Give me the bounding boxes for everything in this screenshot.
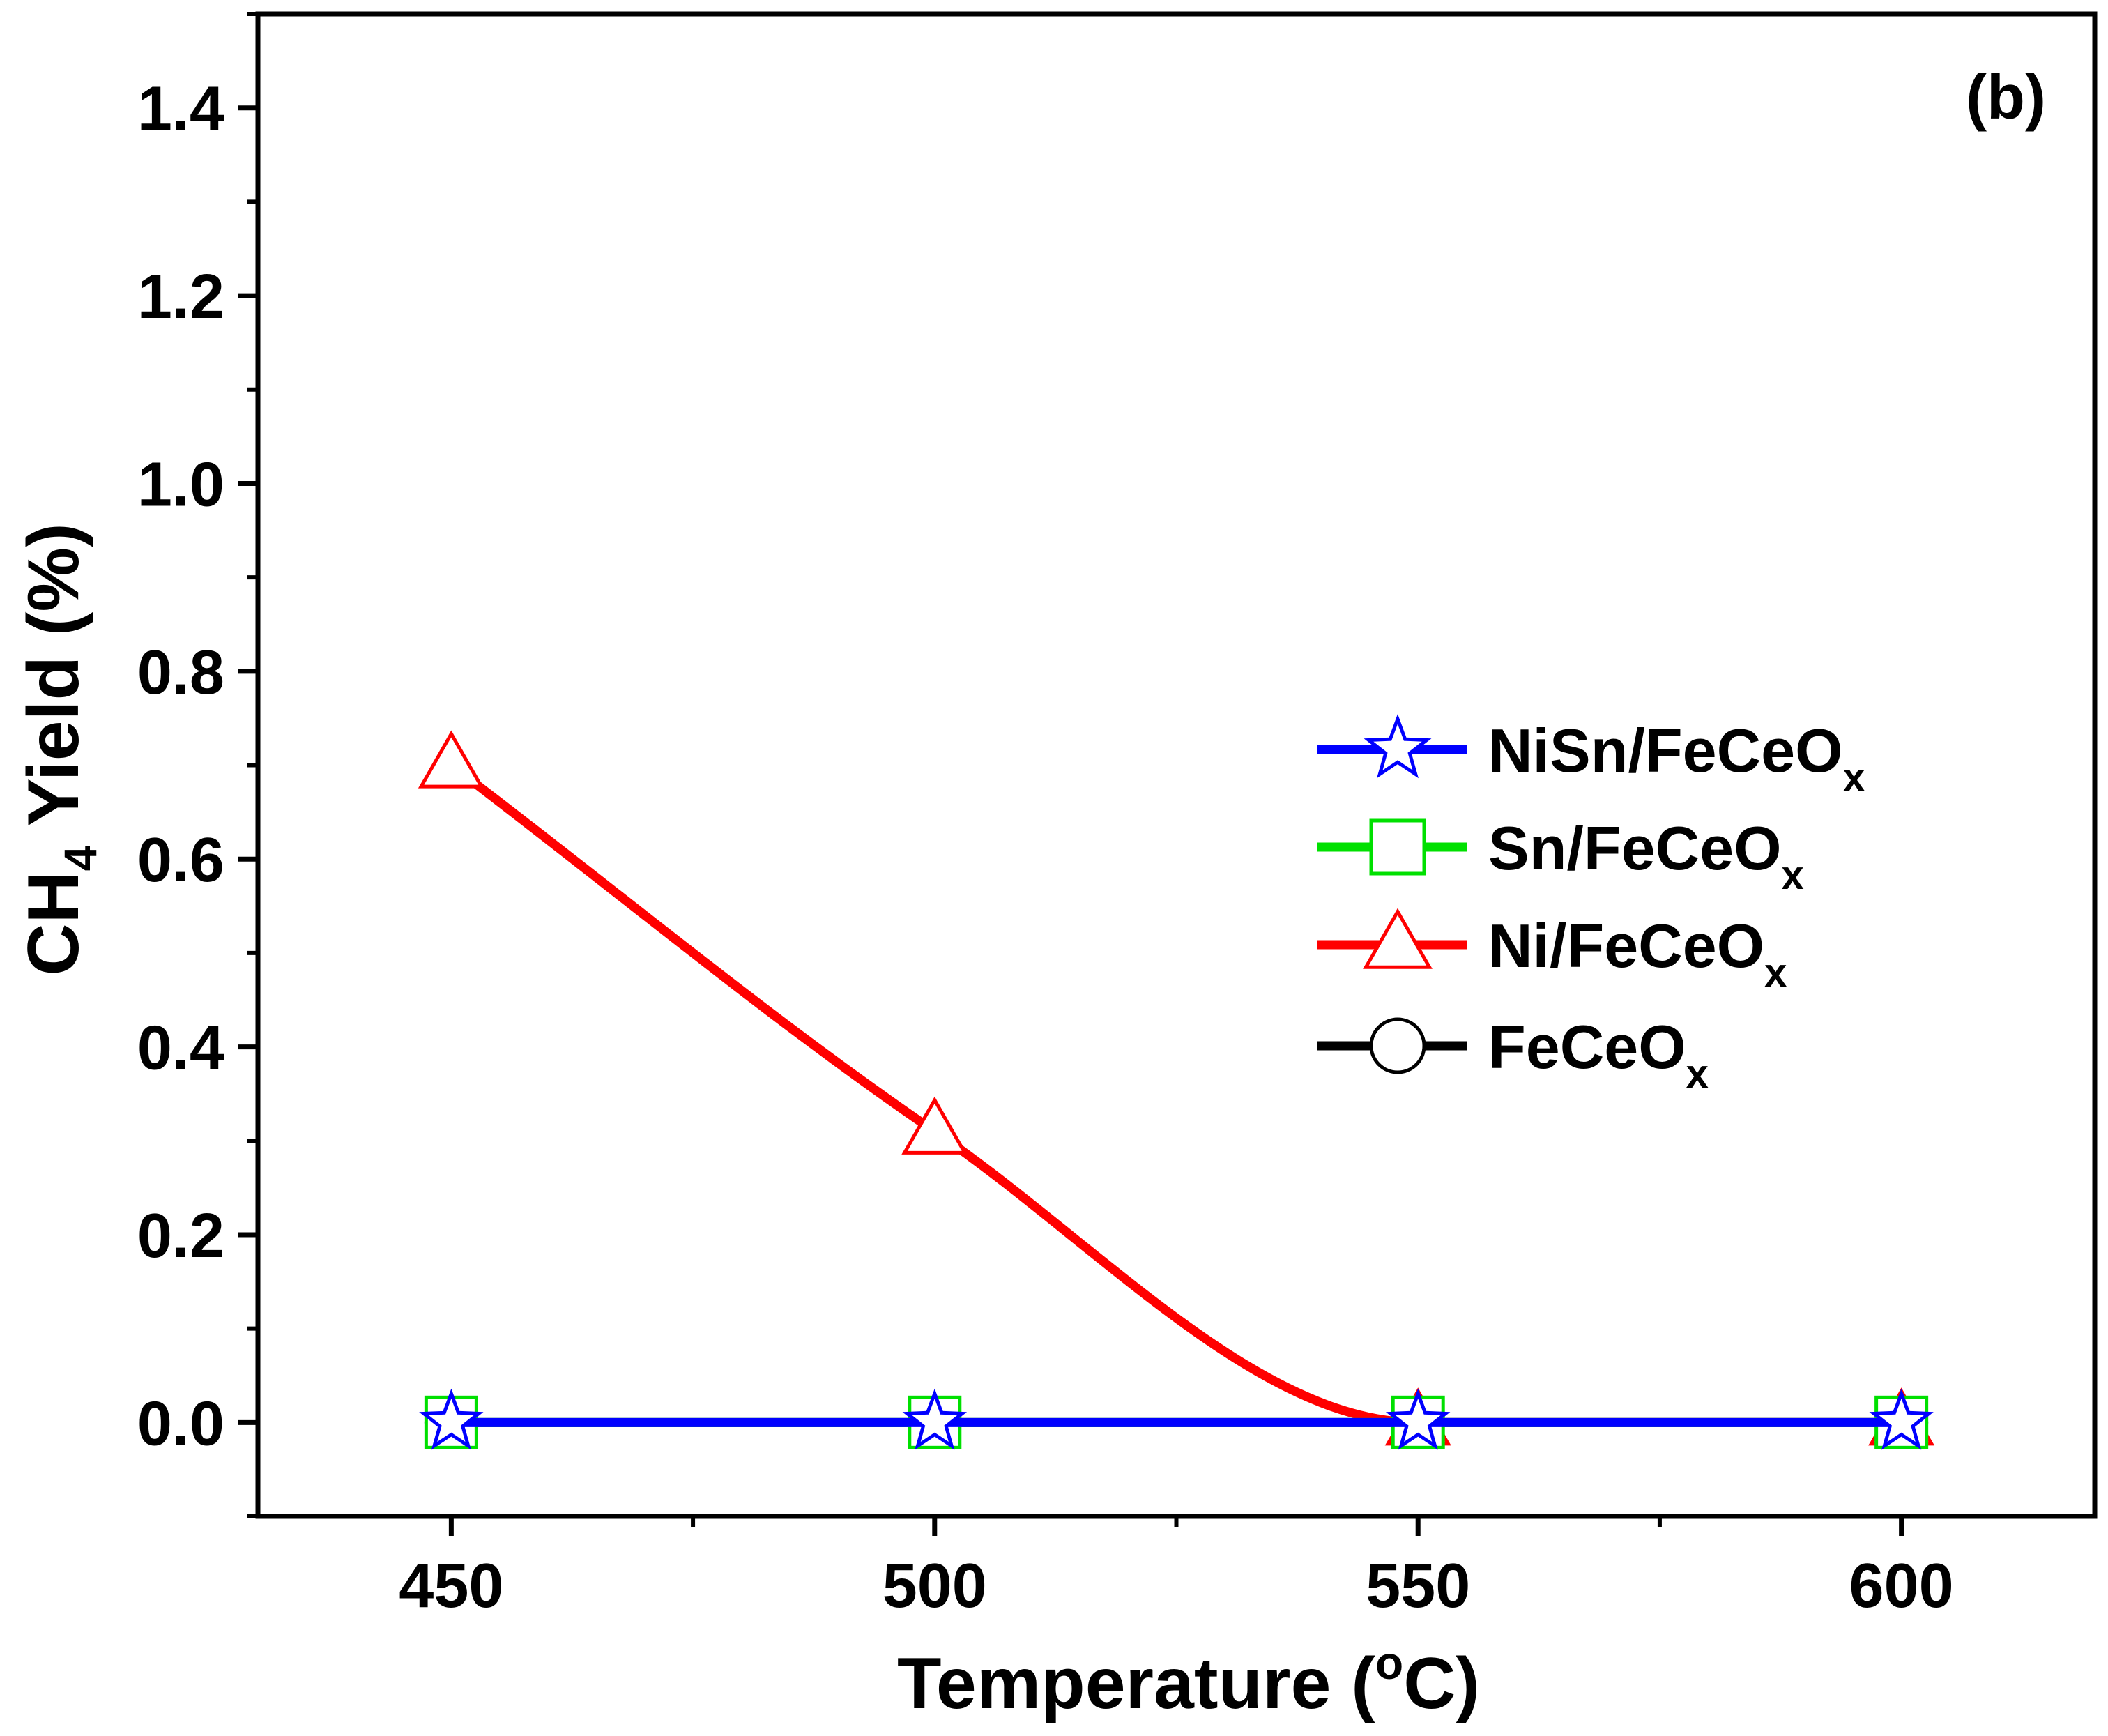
- y-axis-title-main: CH: [13, 871, 94, 975]
- y-tick-label: 1.2: [137, 262, 224, 332]
- series-star: [419, 1388, 1934, 1450]
- legend-marker-circle: [1369, 1017, 1426, 1074]
- y-tick-label: 1.0: [137, 450, 224, 519]
- y-axis-title-sub: 4: [54, 845, 106, 871]
- x-axis-title-sup: o: [1375, 1637, 1403, 1689]
- data-point-triangle: [418, 730, 484, 789]
- data-point-star: [902, 1388, 968, 1450]
- legend-marker-square: [1369, 818, 1426, 876]
- x-tick-label: 500: [883, 1551, 987, 1621]
- legend: NiSn/FeCeOx Sn/FeCeOx Ni/FeCeOx FeCeOx: [1318, 714, 1865, 1097]
- legend-item: NiSn/FeCeOx: [1318, 714, 1865, 800]
- panel-label: (b): [1966, 63, 2046, 132]
- x-axis-title: Temperature (oC): [897, 1637, 1480, 1724]
- y-tick-label: 1.4: [137, 75, 224, 144]
- data-point-star: [1385, 1388, 1451, 1450]
- legend-label: NiSn/FeCeOx: [1488, 716, 1865, 800]
- legend-item: Sn/FeCeOx: [1318, 814, 1804, 898]
- x-axis-title-main: Temperature (: [897, 1643, 1375, 1724]
- data-point-star: [1869, 1388, 1934, 1450]
- legend-label: Ni/FeCeOx: [1488, 911, 1787, 996]
- x-axis-title-end: C): [1403, 1643, 1480, 1724]
- data-point-triangle: [901, 1096, 968, 1155]
- legend-label: FeCeOx: [1488, 1012, 1709, 1097]
- legend-item: FeCeOx: [1318, 1012, 1709, 1097]
- y-axis-title: CH4 Yield (%): [13, 523, 106, 975]
- y-tick-label: 0.6: [137, 825, 224, 895]
- y-tick-label: 0.0: [137, 1389, 224, 1459]
- legend-label: Sn/FeCeOx: [1488, 814, 1804, 898]
- data-point-star: [419, 1388, 484, 1450]
- x-tick-label: 600: [1849, 1551, 1954, 1621]
- legend-item: Ni/FeCeOx: [1318, 908, 1787, 996]
- x-tick-label: 550: [1366, 1551, 1470, 1621]
- y-tick-label: 0.2: [137, 1201, 224, 1271]
- y-tick-label: 0.4: [137, 1014, 224, 1083]
- legend-marker-triangle: [1363, 908, 1433, 969]
- x-tick-label: 450: [399, 1551, 503, 1621]
- legend-marker-star: [1364, 714, 1432, 779]
- y-tick-label: 0.8: [137, 638, 224, 708]
- y-axis-title-end: Yield (%): [13, 523, 94, 845]
